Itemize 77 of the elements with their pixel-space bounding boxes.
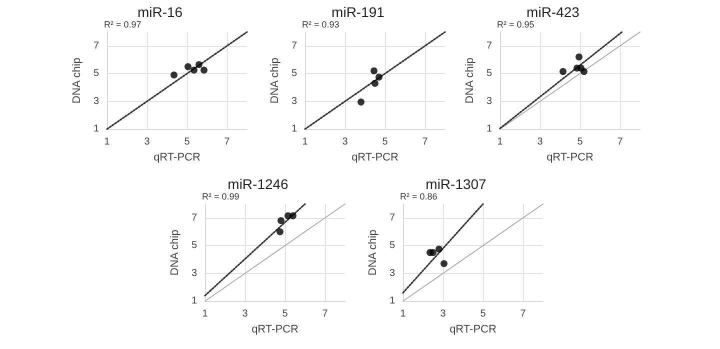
y-axis-title: DNA chip xyxy=(269,58,282,104)
chart-title: miR-16 xyxy=(137,4,183,20)
point xyxy=(196,61,202,68)
x-tick-label: 7 xyxy=(422,136,428,148)
x-tick-label: 5 xyxy=(184,136,190,148)
point xyxy=(576,53,582,60)
text: R² = 0.86 xyxy=(400,192,438,202)
point xyxy=(560,68,566,76)
x-tick-label: 1 xyxy=(302,136,308,148)
point xyxy=(376,74,382,81)
point xyxy=(276,228,284,236)
point xyxy=(430,249,436,256)
x-tick-label: 5 xyxy=(577,136,584,148)
x-tick-label: 7 xyxy=(617,136,624,148)
x-tick-label: 3 xyxy=(144,136,150,148)
y-tick-label: 1 xyxy=(191,296,198,307)
x-axis-title: qRT-PCR xyxy=(352,152,398,164)
x-tick-label: 7 xyxy=(322,308,328,320)
point xyxy=(170,72,178,78)
x-tick-label: 7 xyxy=(224,136,230,148)
x-axis-title: qRT-PCR xyxy=(546,152,594,164)
point xyxy=(200,66,208,74)
y-tick-label: 5 xyxy=(191,240,198,252)
y-tick-label: 7 xyxy=(486,40,492,52)
x-tick-label: 3 xyxy=(537,136,544,148)
x-axis-title: qRT-PCR xyxy=(154,152,200,164)
x-tick-label: 1 xyxy=(202,308,208,320)
x-axis-title: qRT-PCR xyxy=(252,324,298,336)
y-axis-title: DNA chip xyxy=(169,230,182,276)
chart-title: miR-1246 xyxy=(228,176,289,192)
text: R² = 0.95 xyxy=(497,20,534,30)
y-axis-title: DNA chip xyxy=(367,230,380,276)
point xyxy=(372,80,378,87)
point xyxy=(184,63,192,70)
x-tick-label: 1 xyxy=(104,136,110,148)
x-tick-label: 7 xyxy=(520,308,526,320)
point xyxy=(278,217,284,224)
x-axis-title: qRT-PCR xyxy=(450,324,496,336)
y-axis-title: DNA chip xyxy=(464,58,476,104)
y-tick-label: 7 xyxy=(93,40,100,52)
text: R² = 0.93 xyxy=(302,20,340,30)
x-tick-label: 1 xyxy=(400,308,406,320)
y-tick-label: 1 xyxy=(389,296,396,307)
y-tick-label: 1 xyxy=(291,124,298,135)
y-tick-label: 7 xyxy=(389,212,396,224)
point xyxy=(358,98,364,106)
y-axis-title: DNA chip xyxy=(71,58,84,104)
point xyxy=(370,67,378,74)
y-tick-label: 3 xyxy=(486,96,492,107)
point xyxy=(440,260,448,268)
y-tick-label: 1 xyxy=(93,124,100,135)
point xyxy=(436,246,442,253)
chart-title: miR-423 xyxy=(526,4,580,20)
y-tick-label: 3 xyxy=(93,96,100,107)
chart-title: miR-1307 xyxy=(426,176,487,192)
y-tick-label: 7 xyxy=(291,40,298,52)
text: R² = 0.99 xyxy=(202,192,240,202)
x-tick-label: 1 xyxy=(497,136,504,148)
y-tick-label: 1 xyxy=(486,124,492,135)
chart-title: miR-191 xyxy=(332,4,385,20)
text: R² = 0.97 xyxy=(104,20,142,30)
y-tick-label: 5 xyxy=(486,68,492,80)
point xyxy=(190,66,198,74)
y-tick-label: 3 xyxy=(191,268,198,279)
point xyxy=(580,68,588,76)
x-tick-label: 5 xyxy=(282,308,288,320)
y-tick-label: 3 xyxy=(291,96,298,107)
point xyxy=(290,212,296,220)
x-tick-label: 3 xyxy=(440,308,446,320)
x-tick-label: 3 xyxy=(242,308,248,320)
y-tick-label: 5 xyxy=(93,68,100,80)
y-tick-label: 3 xyxy=(389,268,396,279)
y-tick-label: 5 xyxy=(389,240,396,252)
x-tick-label: 3 xyxy=(342,136,348,148)
y-tick-label: 5 xyxy=(291,68,298,80)
x-tick-label: 5 xyxy=(382,136,388,148)
y-tick-label: 7 xyxy=(191,212,198,224)
